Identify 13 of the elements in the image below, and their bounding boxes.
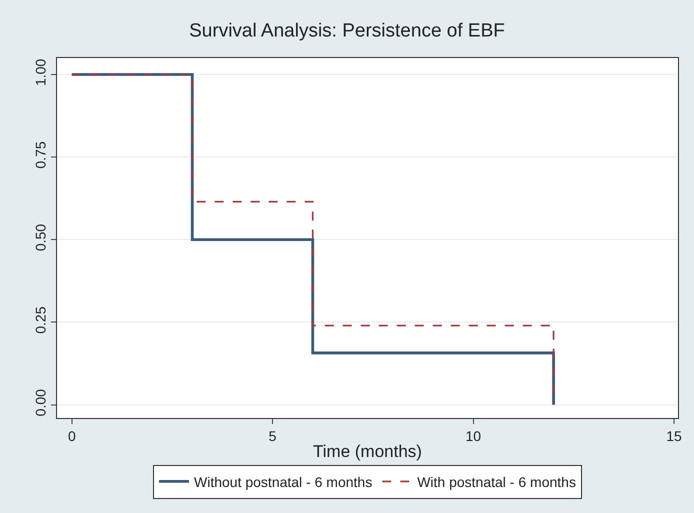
y-tick-label: 0.25 (32, 306, 48, 334)
legend-label: Without postnatal - 6 months (194, 474, 372, 490)
legend-label: With postnatal - 6 months (417, 474, 576, 490)
y-tick-label: 0.00 (32, 388, 48, 416)
chart-title: Survival Analysis: Persistence of EBF (189, 20, 505, 42)
x-tick-label: 15 (666, 428, 682, 444)
y-tick-label: 0.75 (32, 141, 48, 169)
y-tick-label: 0.50 (32, 224, 48, 252)
x-axis-title: Time (months) (313, 442, 422, 462)
x-tick-label: 10 (465, 428, 482, 444)
x-tick-label: 0 (68, 428, 76, 444)
x-tick-label: 5 (268, 428, 277, 444)
y-tick-label: 1.00 (32, 58, 48, 86)
